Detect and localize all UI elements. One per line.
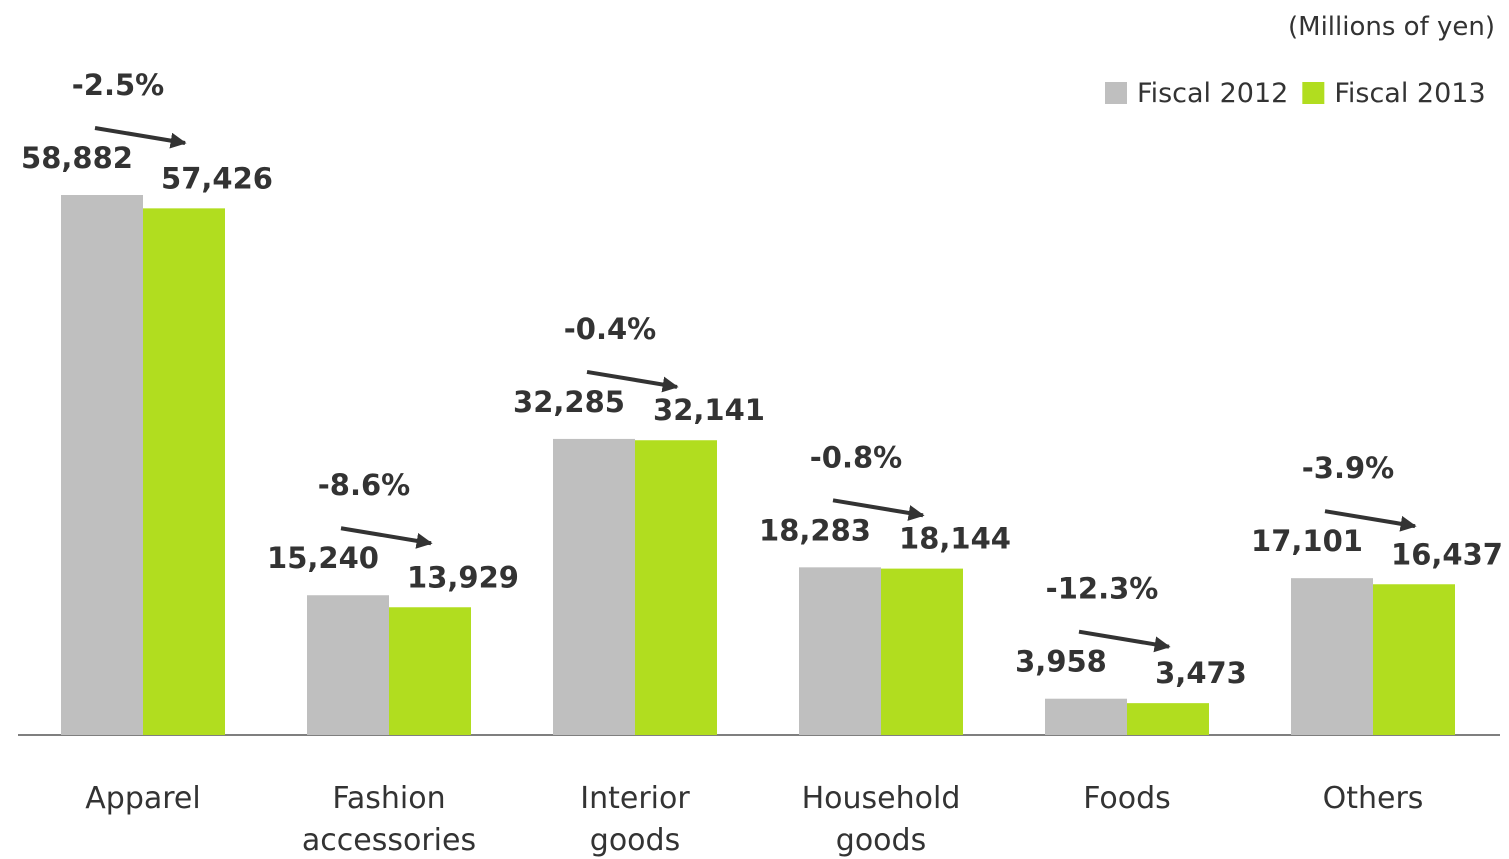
x-tick-label: Apparel (85, 781, 200, 816)
bar (799, 567, 881, 735)
x-tick-label: Household goods (802, 781, 961, 858)
change-label: -0.8% (810, 440, 902, 474)
legend-label: Fiscal 2012 (1137, 78, 1288, 109)
x-tick-label: Fashion accessories (302, 781, 476, 858)
bar (143, 208, 225, 736)
bar (61, 195, 143, 735)
bar (389, 607, 471, 735)
value-label: 18,144 (899, 522, 1011, 556)
change-arrow (1324, 509, 1417, 532)
bar (1045, 698, 1127, 735)
x-tick-label: Interior goods (580, 781, 690, 858)
change-label: -0.4% (564, 312, 656, 346)
change-label: -8.6% (318, 468, 410, 502)
change-arrow (832, 498, 925, 521)
bar (553, 438, 635, 735)
change-arrow (1078, 629, 1171, 653)
value-label: 3,473 (1155, 656, 1247, 690)
value-label: 15,240 (267, 541, 379, 575)
units: (Millions of yen) (1288, 12, 1495, 42)
value-label: 13,929 (407, 560, 519, 594)
change-label: -3.9% (1302, 451, 1394, 485)
change-arrow (94, 126, 187, 149)
bar (1373, 584, 1455, 735)
value-label: 32,141 (653, 393, 765, 427)
bar (881, 568, 963, 735)
legend-swatch (1302, 82, 1325, 104)
change-arrow (586, 369, 679, 393)
bar (1127, 703, 1209, 735)
value-label: 57,426 (161, 161, 273, 195)
value-label: 16,437 (1391, 537, 1503, 571)
value-label: 32,285 (513, 385, 625, 419)
value-label: 3,958 (1015, 645, 1107, 679)
value-label: 17,101 (1251, 524, 1363, 558)
bar (307, 595, 389, 735)
legend-swatch (1105, 82, 1127, 104)
change-label: -12.3% (1046, 572, 1159, 606)
value-label: 18,283 (759, 513, 871, 547)
x-tick-label: Foods (1083, 781, 1171, 816)
change-label: -2.5% (72, 68, 164, 102)
value-label: 58,882 (21, 141, 133, 175)
bar (1291, 578, 1373, 735)
bar (635, 440, 717, 735)
legend-label: Fiscal 2013 (1334, 78, 1485, 109)
x-tick-label: Others (1323, 781, 1424, 816)
change-arrow (340, 526, 433, 549)
